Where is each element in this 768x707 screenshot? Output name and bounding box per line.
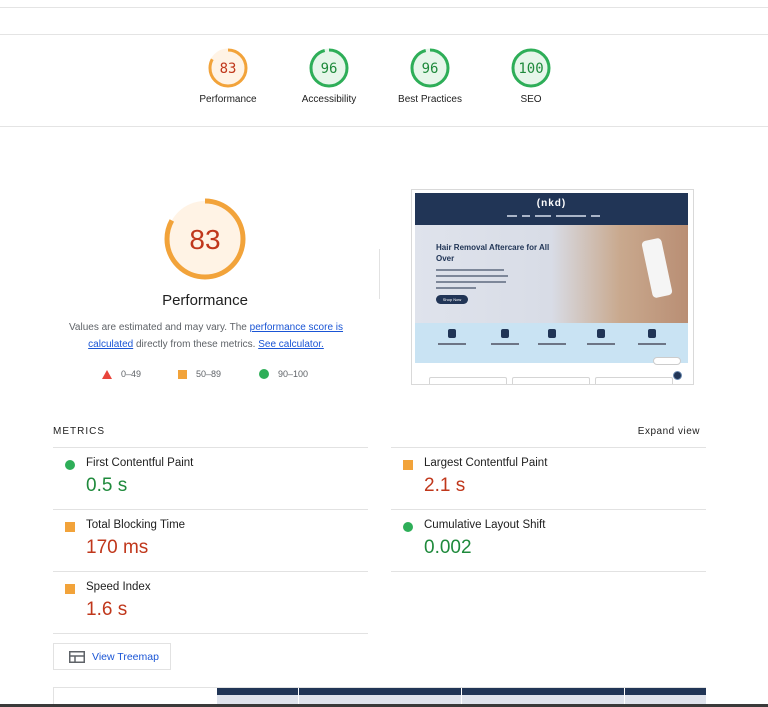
product-card — [429, 377, 507, 384]
metric-value: 2.1 s — [424, 475, 466, 496]
gauge-label: SEO — [520, 94, 542, 105]
legend-fail: 0–49 — [102, 369, 141, 379]
pass-circle-icon — [65, 460, 75, 470]
gauge-best-practices[interactable]: 96 Best Practices — [380, 46, 480, 105]
average-square-icon — [65, 522, 75, 532]
metric-value: 170 ms — [86, 537, 149, 558]
triangle-icon — [102, 369, 112, 379]
performance-gauge-large: 83 — [125, 196, 285, 287]
screenshot-features — [415, 323, 688, 363]
site-logo: (nkd) — [536, 198, 567, 209]
metric-value: 0.002 — [424, 537, 472, 558]
legend-range: 50–89 — [196, 369, 222, 379]
gauge-ring: 96 — [410, 48, 450, 88]
gauge-seo[interactable]: 100 SEO — [481, 46, 581, 105]
performance-score: 83 — [189, 224, 220, 255]
chat-bubble — [653, 357, 681, 365]
metric-name: Cumulative Layout Shift — [424, 519, 546, 531]
top-bar — [0, 0, 768, 8]
gauge-score: 100 — [518, 61, 543, 77]
screenshot-hero: Hair Removal Aftercare for All Over Shop… — [415, 225, 688, 323]
metric-divider — [391, 571, 706, 572]
gauge-label: Best Practices — [398, 94, 462, 105]
metrics-heading: METRICS — [53, 426, 105, 437]
metric-name: Largest Contentful Paint — [424, 457, 548, 469]
gauge-performance[interactable]: 83 Performance — [178, 46, 278, 105]
view-treemap-button[interactable]: View Treemap — [53, 643, 171, 670]
hero-shop-button: Shop Now — [436, 295, 468, 304]
chat-icon — [673, 371, 682, 380]
treemap-icon — [69, 650, 85, 663]
bottom-bar — [0, 704, 768, 707]
legend-pass: 90–100 — [259, 369, 308, 379]
pass-circle-icon — [403, 522, 413, 532]
treemap-label: View Treemap — [92, 650, 159, 663]
metric-cumulative-layout-shift[interactable]: Cumulative Layout Shift 0.002 — [391, 509, 706, 571]
average-square-icon — [65, 584, 75, 594]
metric-name: First Contentful Paint — [86, 457, 194, 469]
circle-icon — [259, 369, 269, 379]
divider — [379, 249, 380, 299]
see-calculator-link[interactable]: See calculator. — [258, 339, 324, 350]
legend-range: 90–100 — [278, 369, 309, 379]
average-square-icon — [403, 460, 413, 470]
gauge-score: 83 — [220, 61, 237, 77]
legend-average: 50–89 — [178, 369, 221, 379]
performance-description: Values are estimated and may vary. The p… — [62, 319, 350, 353]
desc-text: Values are estimated and may vary. The — [68, 322, 250, 333]
performance-title: Performance — [162, 292, 248, 309]
metric-total-blocking-time[interactable]: Total Blocking Time 170 ms — [53, 509, 368, 571]
gauge-score: 96 — [321, 61, 338, 77]
gauge-ring: 96 — [309, 48, 349, 88]
product-tube-image — [641, 237, 673, 299]
metric-divider — [53, 633, 368, 634]
metric-speed-index[interactable]: Speed Index 1.6 s — [53, 571, 368, 633]
gauge-ring: 100 — [511, 48, 551, 88]
metric-first-contentful-paint[interactable]: First Contentful Paint 0.5 s — [53, 447, 368, 509]
score-summary: 83 Performance 96 Accessibility 96 Best … — [0, 34, 768, 127]
gauge-label: Accessibility — [301, 94, 357, 105]
product-card — [512, 377, 590, 384]
gauge-score: 96 — [422, 61, 439, 77]
product-card — [595, 377, 673, 384]
metric-name: Total Blocking Time — [86, 519, 186, 531]
hero-title: Hair Removal Aftercare for All Over — [436, 243, 550, 263]
metric-value: 0.5 s — [86, 475, 128, 496]
screenshot-nav — [507, 215, 600, 217]
screenshot-header: (nkd) — [415, 193, 688, 225]
square-icon — [178, 369, 187, 379]
desc-text: directly from these metrics. — [133, 339, 259, 350]
expand-view-toggle[interactable]: Expand view — [637, 426, 700, 437]
performance-gauge-ring: 83 — [164, 198, 246, 280]
metric-largest-contentful-paint[interactable]: Largest Contentful Paint 2.1 s — [391, 447, 706, 509]
legend-range: 0–49 — [121, 369, 142, 379]
performance-score-link[interactable]: performance score is calculated — [88, 322, 344, 350]
final-screenshot[interactable]: (nkd) Hair Removal Aftercare for All Ove… — [411, 189, 694, 385]
gauge-ring: 83 — [208, 48, 248, 88]
metric-value: 1.6 s — [86, 599, 128, 620]
gauge-accessibility[interactable]: 96 Accessibility — [279, 46, 379, 105]
gauge-label: Performance — [199, 94, 257, 105]
metric-name: Speed Index — [86, 581, 151, 593]
